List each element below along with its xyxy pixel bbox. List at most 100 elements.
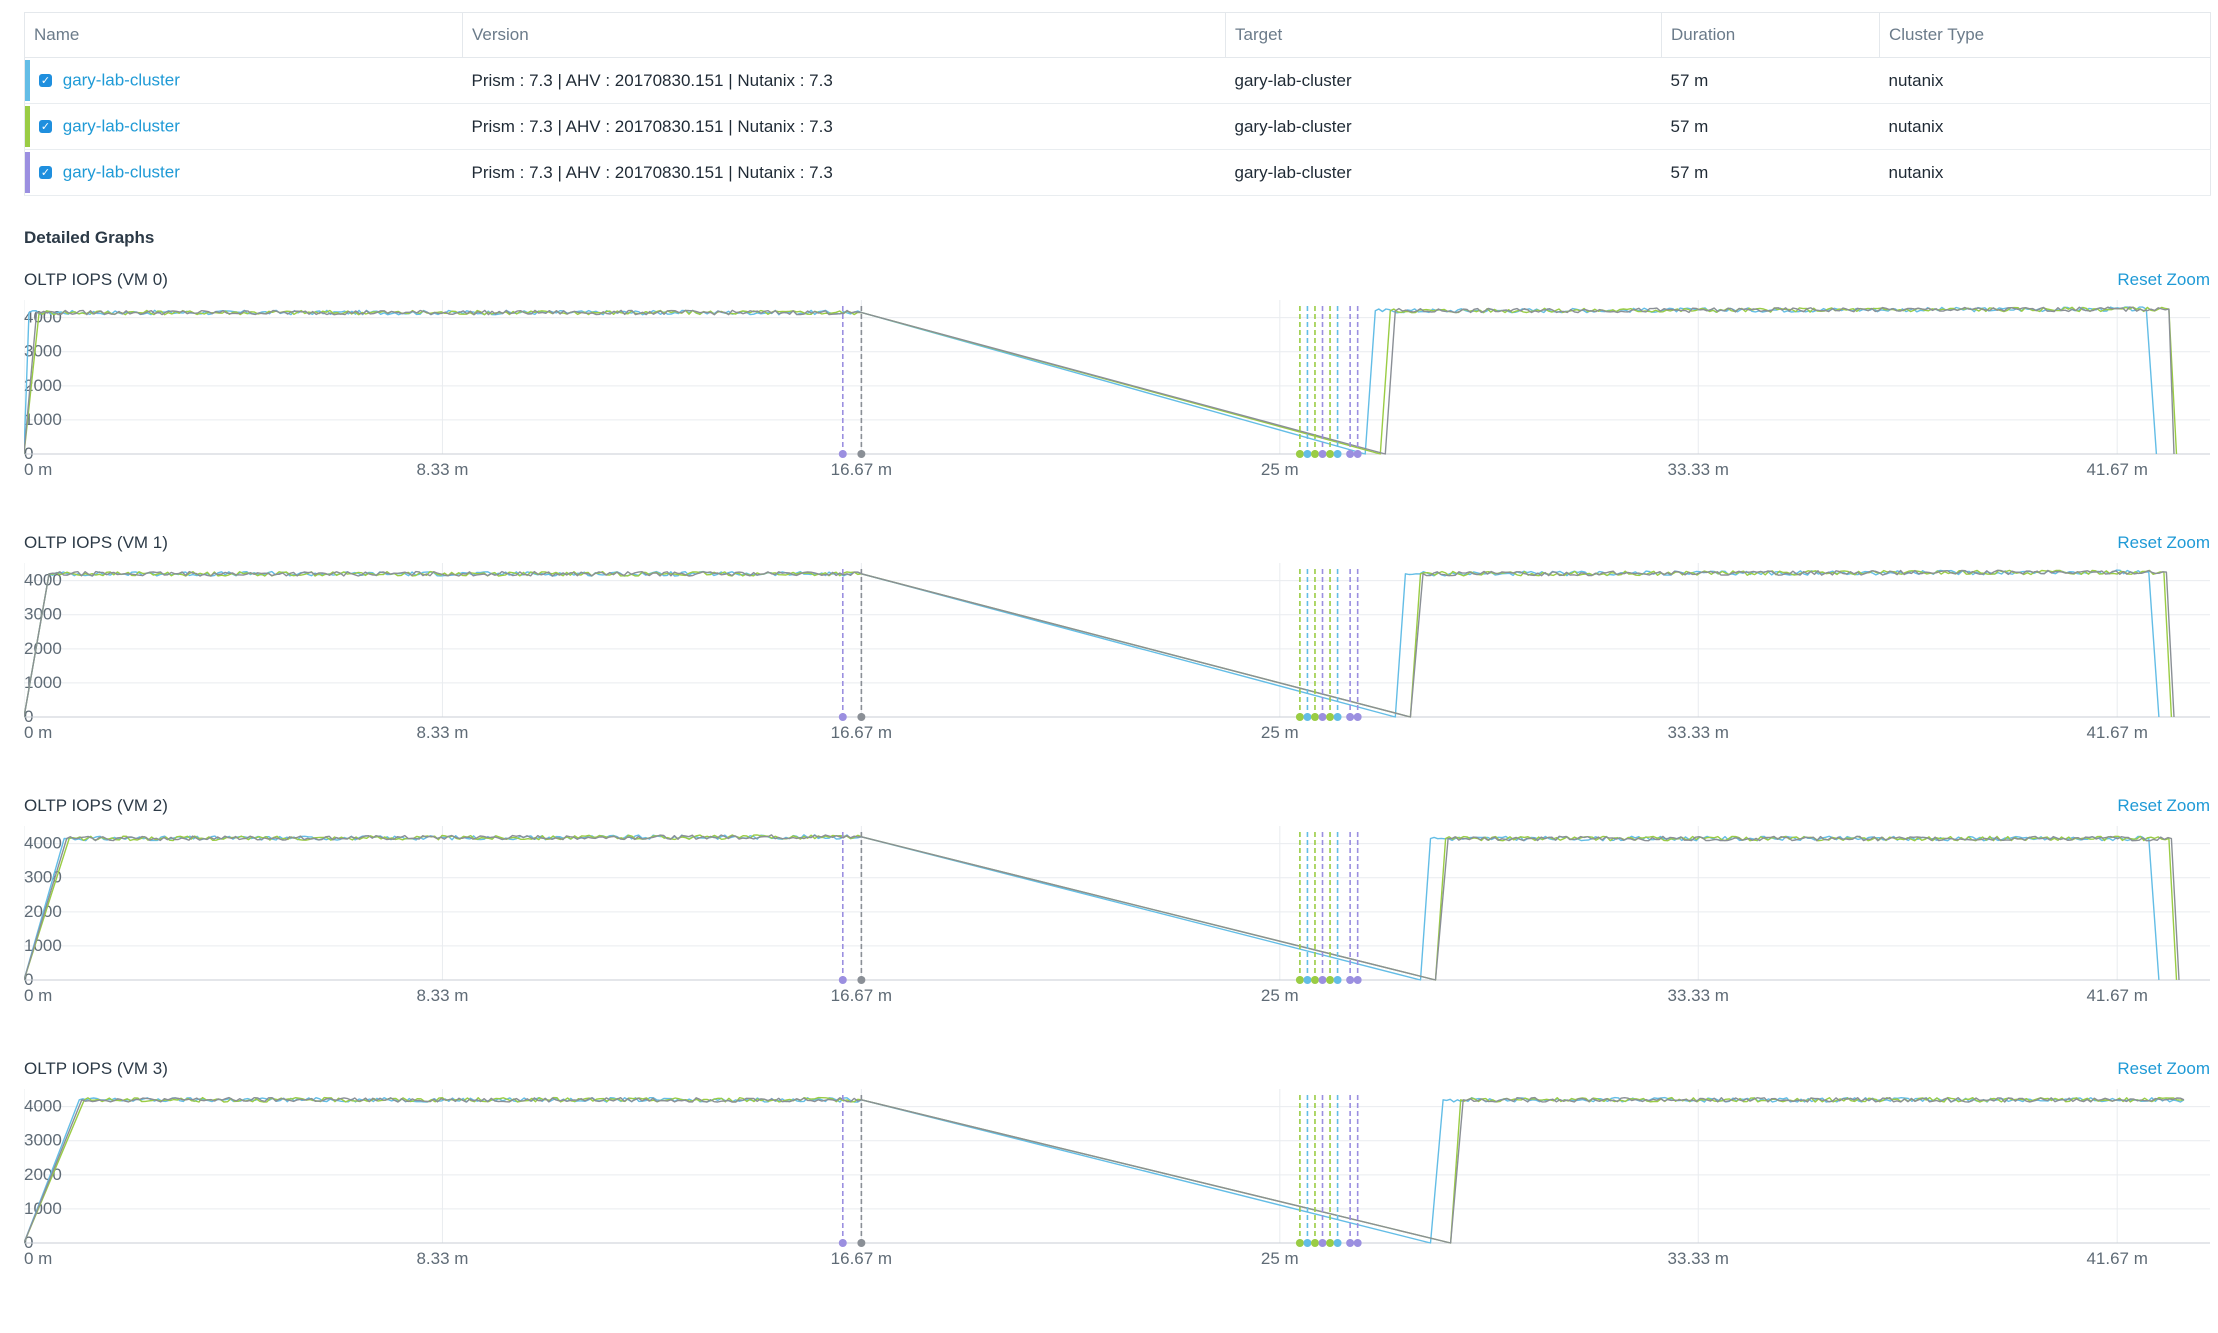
reset-zoom-button[interactable]: Reset Zoom bbox=[2117, 270, 2210, 289]
series-line bbox=[24, 569, 2160, 718]
event-marker-dot bbox=[1333, 1239, 1342, 1247]
x-tick-label: 25 m bbox=[1261, 986, 1299, 1005]
y-tick-label: 3000 bbox=[24, 342, 62, 361]
x-tick-label: 8.33 m bbox=[416, 460, 468, 479]
y-tick-label: 1000 bbox=[24, 1199, 62, 1218]
x-tick-label: 33.33 m bbox=[1668, 1249, 1729, 1268]
x-tick-label: 41.67 m bbox=[2086, 986, 2147, 1005]
run-name-link[interactable]: gary-lab-cluster bbox=[62, 70, 180, 90]
y-tick-label: 4000 bbox=[24, 308, 62, 327]
x-tick-label: 0 m bbox=[24, 986, 52, 1005]
event-marker-dot bbox=[857, 976, 866, 984]
event-marker-dot bbox=[857, 450, 866, 458]
y-tick-label: 4000 bbox=[24, 1097, 62, 1116]
run-name-link[interactable]: gary-lab-cluster bbox=[62, 162, 180, 182]
x-tick-label: 0 m bbox=[24, 1249, 52, 1268]
event-marker-dot bbox=[1353, 450, 1362, 458]
x-tick-label: 8.33 m bbox=[416, 723, 468, 742]
checkbox-checked-icon[interactable]: ✓ bbox=[39, 74, 52, 88]
name-cell: ✓ gary-lab-cluster bbox=[24, 149, 463, 196]
x-tick-label: 16.67 m bbox=[831, 1249, 892, 1268]
event-marker-dot bbox=[1310, 1239, 1319, 1247]
event-marker-dot bbox=[1326, 976, 1335, 984]
x-tick-label: 25 m bbox=[1261, 1249, 1299, 1268]
event-marker-dot bbox=[1333, 713, 1342, 721]
version-cell: Prism : 7.3 | AHV : 20170830.151 | Nutan… bbox=[462, 149, 1226, 196]
x-tick-label: 0 m bbox=[24, 460, 52, 479]
column-header-cluster-type[interactable]: Cluster Type bbox=[1879, 12, 2211, 58]
runs-table: Name Version Target Duration Cluster Typ… bbox=[24, 12, 2211, 196]
event-marker-dot bbox=[1318, 450, 1327, 458]
series-line bbox=[24, 1096, 2185, 1244]
checkbox-checked-icon[interactable]: ✓ bbox=[39, 166, 52, 180]
event-marker-dot bbox=[1295, 713, 1304, 721]
event-marker-dot bbox=[1333, 450, 1342, 458]
x-tick-label: 8.33 m bbox=[416, 986, 468, 1005]
name-cell: ✓ gary-lab-cluster bbox=[24, 103, 463, 150]
x-tick-label: 33.33 m bbox=[1668, 723, 1729, 742]
series-line bbox=[24, 834, 2178, 981]
x-tick-label: 33.33 m bbox=[1668, 986, 1729, 1005]
event-marker-dot bbox=[1346, 1239, 1355, 1247]
event-marker-dot bbox=[838, 450, 847, 458]
series-color-bar bbox=[25, 60, 30, 101]
checkbox-checked-icon[interactable]: ✓ bbox=[39, 120, 52, 134]
series-color-bar bbox=[25, 152, 30, 193]
event-marker-dot bbox=[1353, 1239, 1362, 1247]
series-color-bar bbox=[25, 106, 30, 147]
table-row: ✓ gary-lab-cluster Prism : 7.3 | AHV : 2… bbox=[24, 57, 2211, 104]
series-line bbox=[24, 569, 2175, 718]
duration-cell: 57 m bbox=[1661, 57, 1880, 104]
event-marker-dot bbox=[838, 1239, 847, 1247]
reset-zoom-button[interactable]: Reset Zoom bbox=[2117, 796, 2210, 815]
column-header-target[interactable]: Target bbox=[1225, 12, 1662, 58]
event-marker-dot bbox=[857, 713, 866, 721]
event-marker-dot bbox=[1346, 976, 1355, 984]
event-marker-dot bbox=[1303, 713, 1312, 721]
event-marker-dot bbox=[1295, 1239, 1304, 1247]
series-line bbox=[24, 306, 2175, 455]
series-line bbox=[24, 834, 2160, 981]
event-marker-dot bbox=[1326, 713, 1335, 721]
y-tick-label: 3000 bbox=[24, 1131, 62, 1150]
reset-zoom-button[interactable]: Reset Zoom bbox=[2117, 533, 2210, 552]
series-line bbox=[24, 569, 2173, 718]
event-marker-dot bbox=[857, 1239, 866, 1247]
x-tick-label: 41.67 m bbox=[2086, 460, 2147, 479]
y-tick-label: 2000 bbox=[24, 376, 62, 395]
x-tick-label: 16.67 m bbox=[831, 460, 892, 479]
x-tick-label: 41.67 m bbox=[2086, 723, 2147, 742]
runs-table-container: Name Version Target Duration Cluster Typ… bbox=[24, 12, 2211, 196]
series-line bbox=[24, 306, 2178, 455]
event-marker-dot bbox=[1346, 713, 1355, 721]
series-line bbox=[24, 1096, 2185, 1244]
x-tick-label: 0 m bbox=[24, 723, 52, 742]
reset-zoom-button[interactable]: Reset Zoom bbox=[2117, 1059, 2210, 1078]
table-row: ✓ gary-lab-cluster Prism : 7.3 | AHV : 2… bbox=[24, 103, 2211, 150]
x-tick-label: 33.33 m bbox=[1668, 460, 1729, 479]
series-line bbox=[24, 306, 2158, 455]
event-marker-dot bbox=[1333, 976, 1342, 984]
event-marker-dot bbox=[1318, 713, 1327, 721]
run-name-link[interactable]: gary-lab-cluster bbox=[62, 116, 180, 136]
y-tick-label: 1000 bbox=[24, 936, 62, 955]
name-cell: ✓ gary-lab-cluster bbox=[24, 57, 463, 104]
event-marker-dot bbox=[1326, 450, 1335, 458]
x-tick-label: 25 m bbox=[1261, 460, 1299, 479]
event-marker-dot bbox=[838, 713, 847, 721]
table-row: ✓ gary-lab-cluster Prism : 7.3 | AHV : 2… bbox=[24, 149, 2211, 196]
event-marker-dot bbox=[1346, 450, 1355, 458]
x-tick-label: 8.33 m bbox=[416, 1249, 468, 1268]
x-tick-label: 16.67 m bbox=[831, 723, 892, 742]
x-tick-label: 16.67 m bbox=[831, 986, 892, 1005]
duration-cell: 57 m bbox=[1661, 149, 1880, 196]
column-header-duration[interactable]: Duration bbox=[1661, 12, 1880, 58]
x-tick-label: 25 m bbox=[1261, 723, 1299, 742]
column-header-name[interactable]: Name bbox=[24, 12, 463, 58]
y-tick-label: 3000 bbox=[24, 605, 62, 624]
column-header-version[interactable]: Version bbox=[462, 12, 1226, 58]
